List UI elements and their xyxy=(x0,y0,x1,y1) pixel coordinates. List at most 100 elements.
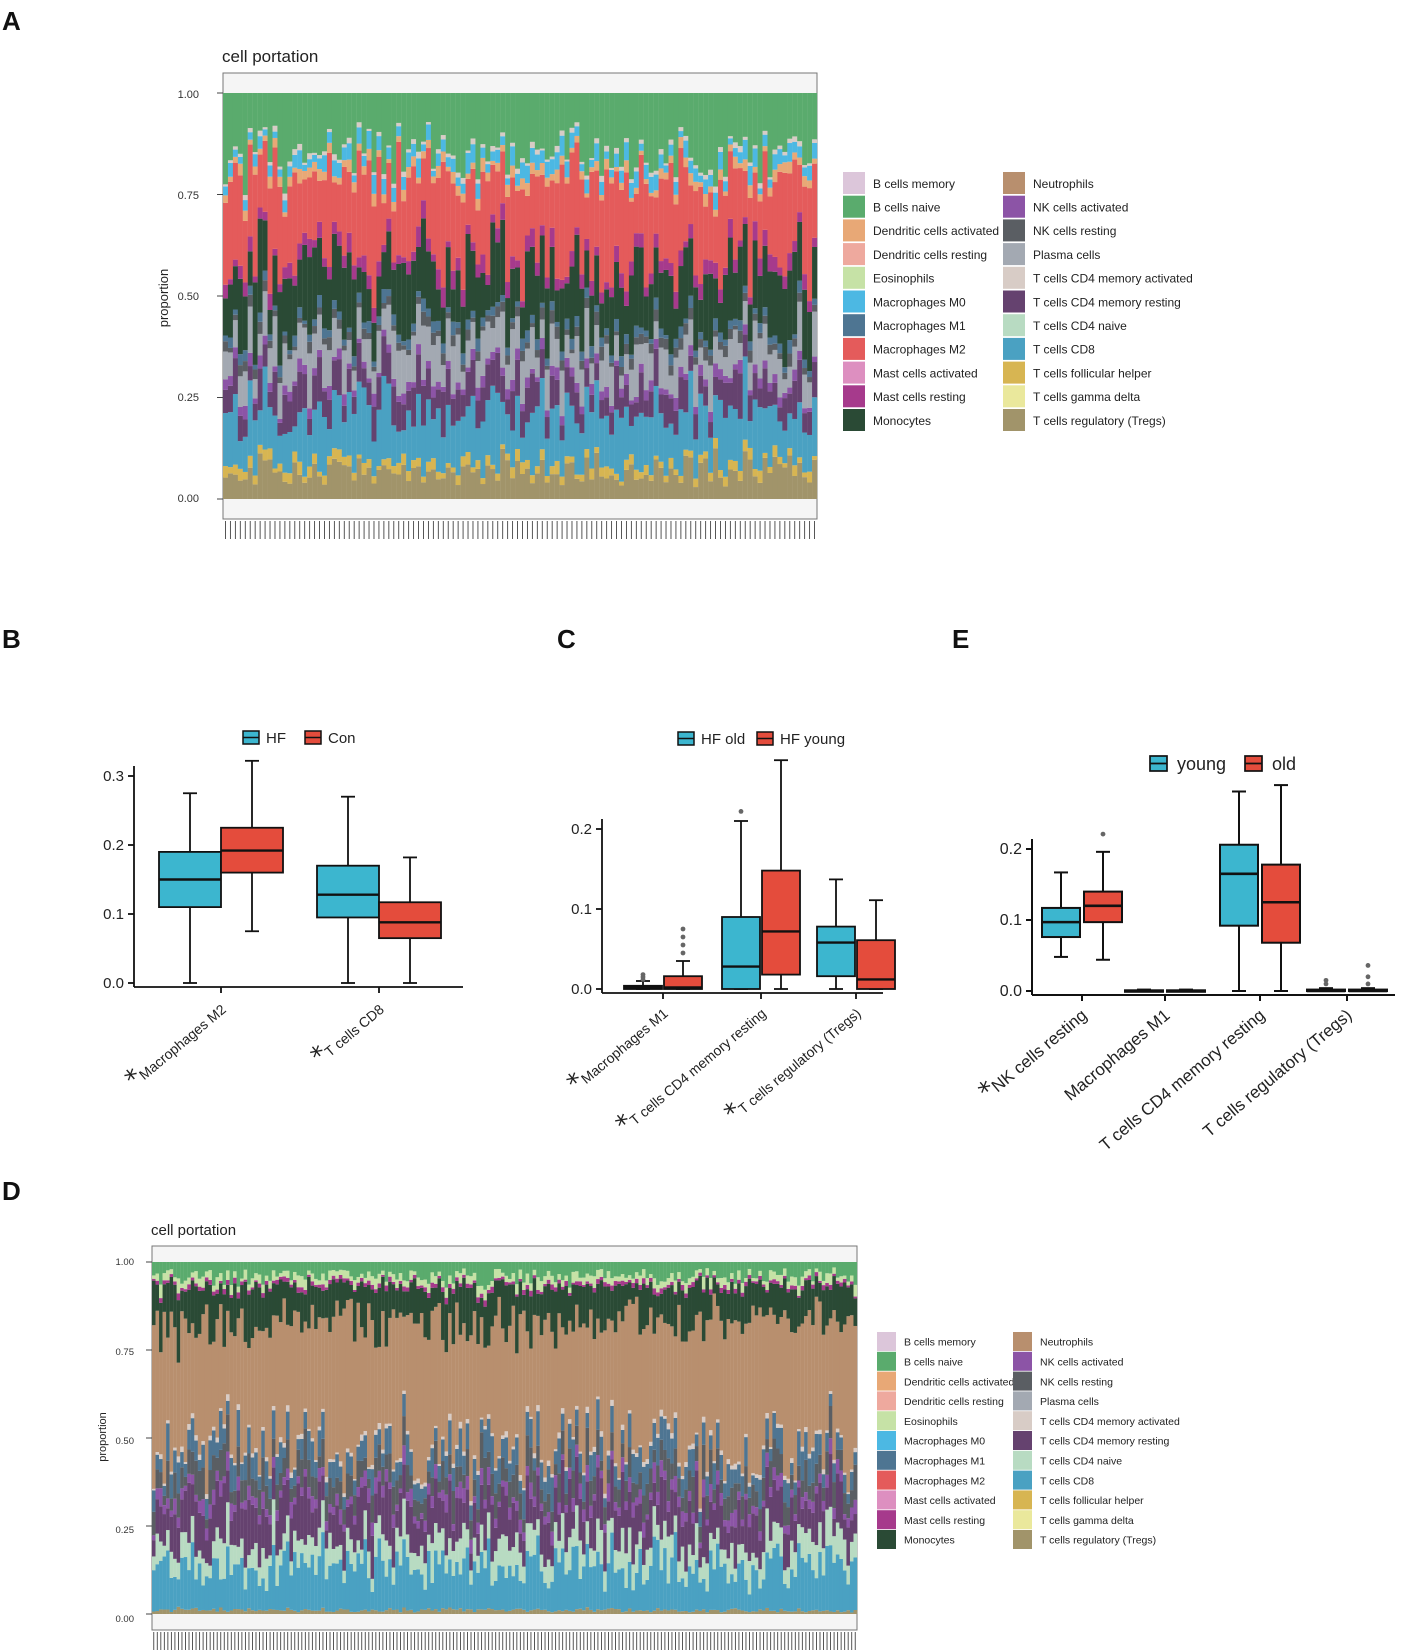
bar-segment-nk-cells-activated xyxy=(614,360,620,366)
bar-segment-nk-cells-activated xyxy=(268,1515,272,1525)
stacked-bar xyxy=(754,1262,759,1614)
bar-segment-nk-cells-resting xyxy=(495,306,501,318)
bar-segment-nk-cells-resting xyxy=(673,347,679,358)
bar-segment-t-cells-cd4-memory-resting xyxy=(370,1535,375,1579)
bar-segment-nk-cells-activated xyxy=(402,1445,406,1465)
bar-segment-t-cells-regulatory-tregs xyxy=(574,478,580,499)
bar-segment-nk-cells-activated xyxy=(683,373,689,380)
bar-segment-t-cells-cd4-naive xyxy=(187,1542,191,1571)
bar-segment-t-cells-cd4-memory-resting xyxy=(346,368,352,392)
bar-segment-monocytes xyxy=(341,267,347,340)
bar-segment-t-cells-cd4-memory-resting xyxy=(744,1499,748,1553)
bar-segment-macrophages-m1 xyxy=(522,1490,526,1520)
bar-segment-monocytes xyxy=(567,1295,572,1321)
bar-segment-t-cells-follicular-helper xyxy=(336,449,342,462)
bar-segment-monocytes xyxy=(701,1292,706,1342)
bar-segment-mast-cells-resting xyxy=(194,1283,198,1287)
bar-segment-nk-cells-resting xyxy=(678,338,684,350)
bar-segment-t-cells-cd8 xyxy=(536,1535,540,1609)
bar-segment-nk-cells-activated xyxy=(575,1444,579,1457)
bar-segment-mast-cells-resting xyxy=(155,1280,160,1285)
bar-segment-t-cells-regulatory-tregs xyxy=(282,481,288,499)
bar-segment-macrophages-m1 xyxy=(398,1461,403,1476)
bar-segment-b-cells-naive xyxy=(554,93,560,146)
bar-segment-nk-cells-activated xyxy=(262,335,268,345)
bar-segment-macrophages-m0 xyxy=(430,170,436,177)
stacked-bar xyxy=(592,1262,597,1614)
bar-segment-nk-cells-resting xyxy=(543,1501,547,1517)
bar-segment-t-cells-cd4-memory-activated xyxy=(584,175,590,180)
bar-segment-t-cells-regulatory-tregs xyxy=(673,1609,678,1614)
bar-segment-b-cells-naive xyxy=(292,93,298,150)
bar-segment-b-cells-naive xyxy=(493,1262,498,1270)
bar-segment-mast-cells-resting xyxy=(712,1275,717,1278)
bar-segment-nk-cells-resting xyxy=(423,1498,428,1521)
bar-segment-t-cells-cd8 xyxy=(620,1568,625,1613)
bar-segment-nk-cells-activated xyxy=(550,1531,554,1546)
bar-segment-t-cells-cd4-memory-activated xyxy=(761,1445,766,1450)
bar-segment-nk-cells-resting xyxy=(663,1449,667,1471)
bar-segment-t-cells-cd4-naive xyxy=(719,1549,724,1567)
stacked-bar xyxy=(737,1262,741,1614)
bar-segment-macrophages-m2 xyxy=(683,167,689,242)
bar-segment-nk-cells-activated xyxy=(663,389,669,395)
bar-segment-b-cells-naive xyxy=(497,1262,502,1269)
bar-segment-t-cells-regulatory-tregs xyxy=(557,1610,562,1614)
bar-segment-nk-cells-resting xyxy=(271,1438,276,1457)
bar-segment-t-cells-follicular-helper xyxy=(722,476,729,487)
bar-segment-macrophages-m2 xyxy=(747,197,753,298)
bar-segment-t-cells-cd4-memory-resting xyxy=(751,1513,755,1553)
bar-segment-plasma-cells xyxy=(599,360,605,392)
bar-segment-nk-cells-activated xyxy=(451,1524,456,1531)
bar-segment-b-cells-naive xyxy=(374,1262,378,1279)
bar-segment-b-cells-naive xyxy=(307,1262,311,1271)
bar-segment-t-cells-cd4-memory-activated xyxy=(232,146,238,150)
bar-segment-macrophages-m0 xyxy=(668,144,674,156)
bar-segment-macrophages-m0 xyxy=(802,167,808,177)
bar-segment-t-cells-regulatory-tregs xyxy=(486,1608,491,1614)
bar-segment-monocytes xyxy=(152,1280,156,1326)
bar-segment-macrophages-m1 xyxy=(211,1430,216,1456)
bar-segment-macrophages-m2 xyxy=(317,180,323,222)
stacked-bar xyxy=(500,1262,505,1614)
stacked-bar xyxy=(441,1262,445,1614)
bar-segment-b-cells-naive xyxy=(370,1262,375,1277)
bar-segment-b-cells-naive xyxy=(173,1262,177,1278)
stacked-bar xyxy=(645,1262,650,1614)
bar-segment-t-cells-cd8 xyxy=(425,399,432,462)
bar-segment-t-cells-cd4-memory-resting xyxy=(440,391,446,438)
legend-swatch-nk-cells-activated xyxy=(1003,195,1025,218)
bar-segment-t-cells-regulatory-tregs xyxy=(275,1609,280,1614)
bar-segment-b-cells-naive xyxy=(183,1262,188,1281)
bar-segment-monocytes xyxy=(386,231,392,290)
bar-segment-monocytes xyxy=(396,263,402,335)
panel-label-c: C xyxy=(557,624,576,654)
bar-segment-t-cells-cd4-memory-resting xyxy=(155,1499,160,1534)
bar-segment-macrophages-m1 xyxy=(614,318,620,332)
bar-segment-nk-cells-activated xyxy=(719,1493,724,1506)
category-label: T cells regulatory (Tregs) xyxy=(1199,1006,1355,1141)
bar-segment-monocytes xyxy=(508,1284,512,1326)
bar-segment-b-cells-naive xyxy=(698,1262,703,1270)
bar-segment-macrophages-m1 xyxy=(529,314,535,324)
bar-segment-t-cells-regulatory-tregs xyxy=(359,1610,364,1614)
bar-segment-b-cells-naive xyxy=(775,1262,780,1275)
bar-segment-mast-cells-resting xyxy=(267,293,273,310)
bar-segment-mast-cells-resting xyxy=(173,1281,177,1285)
bar-segment-b-cells-naive xyxy=(606,1262,611,1272)
stacked-bar xyxy=(458,1262,463,1614)
bar-segment-t-cells-cd4-memory-resting xyxy=(194,1501,198,1557)
bar-segment-eosinophils xyxy=(624,1277,629,1283)
bar-segment-nk-cells-activated xyxy=(314,1499,318,1509)
bar-segment-t-cells-cd4-naive xyxy=(398,1536,403,1566)
bar-segment-t-cells-cd8 xyxy=(328,1565,332,1612)
bar-segment-mast-cells-resting xyxy=(732,259,738,273)
bar-segment-macrophages-m2 xyxy=(223,202,229,285)
bar-segment-nk-cells-activated xyxy=(747,390,753,396)
bar-segment-nk-cells-activated xyxy=(440,386,446,392)
bar-segment-b-cells-naive xyxy=(797,93,803,142)
bar-segment-b-cells-naive xyxy=(589,93,595,159)
bar-segment-t-cells-cd4-memory-activated xyxy=(772,149,778,155)
bar-segment-monocytes xyxy=(444,1304,449,1353)
bar-segment-t-cells-cd8 xyxy=(613,1572,618,1609)
